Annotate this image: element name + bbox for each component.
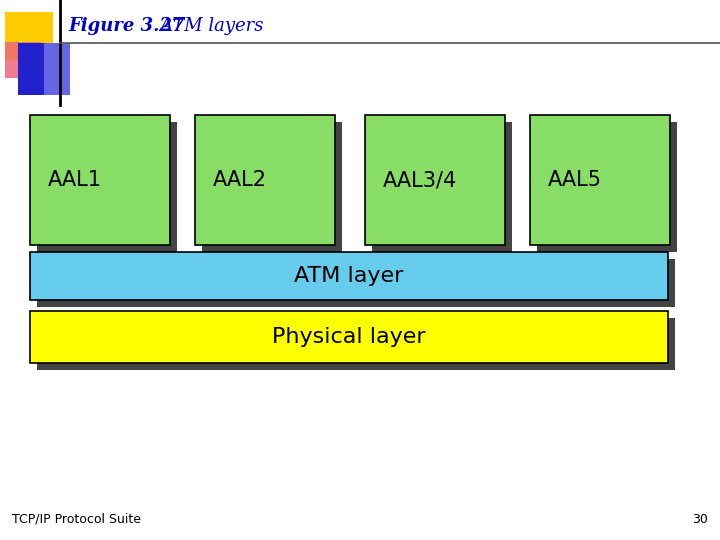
Text: ATM layer: ATM layer xyxy=(294,266,404,286)
Bar xyxy=(5,12,53,60)
Bar xyxy=(365,115,505,245)
Bar xyxy=(37,122,177,252)
Bar xyxy=(202,122,342,252)
Bar xyxy=(372,122,512,252)
Text: Figure 3.27: Figure 3.27 xyxy=(68,17,184,35)
Text: Physical layer: Physical layer xyxy=(272,327,426,347)
Bar xyxy=(37,259,675,307)
Text: AAL2: AAL2 xyxy=(213,170,267,190)
Bar xyxy=(30,115,170,245)
Text: TCP/IP Protocol Suite: TCP/IP Protocol Suite xyxy=(12,513,141,526)
Bar xyxy=(537,122,677,252)
Bar xyxy=(37,318,675,370)
Text: ATM layers: ATM layers xyxy=(143,17,264,35)
Bar xyxy=(5,42,41,78)
Bar xyxy=(44,43,70,95)
Bar xyxy=(30,311,668,363)
Text: AAL5: AAL5 xyxy=(548,170,602,190)
Text: 30: 30 xyxy=(692,513,708,526)
Text: AAL3/4: AAL3/4 xyxy=(383,170,457,190)
Bar xyxy=(195,115,335,245)
Bar xyxy=(30,252,668,300)
Bar xyxy=(18,43,70,95)
Bar xyxy=(530,115,670,245)
Text: AAL1: AAL1 xyxy=(48,170,102,190)
